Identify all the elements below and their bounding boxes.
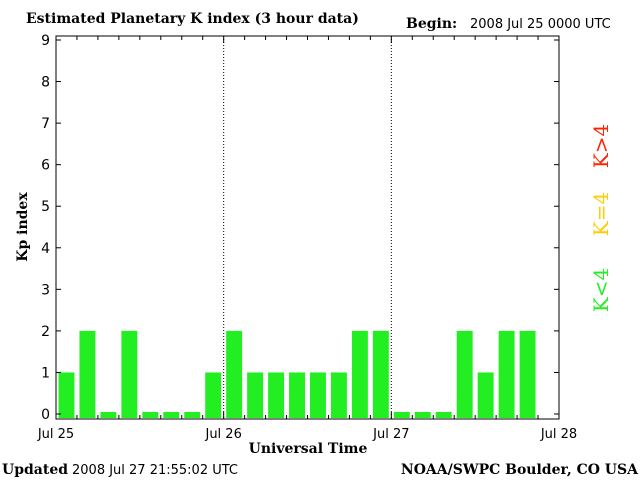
bar-series [58, 330, 536, 418]
x-axis-ticks [55, 36, 560, 419]
y-axis-label: Kp index [15, 192, 31, 262]
x-tick-label: Jul 28 [540, 427, 577, 442]
kp-bar [393, 412, 410, 418]
x-tick-label: Jul 26 [204, 427, 241, 442]
kp-bar [435, 412, 452, 418]
kp-bar [456, 330, 473, 418]
kp-bar [142, 412, 159, 418]
updated-value: 2008 Jul 27 21:55:02 UTC [72, 463, 238, 478]
kp-bar [519, 330, 536, 418]
kp-bar [247, 372, 264, 418]
begin-value: 2008 Jul 25 0000 UTC [470, 17, 611, 32]
y-tick-label: 6 [41, 158, 50, 174]
kp-bar [79, 330, 96, 418]
updated-label: Updated [2, 462, 68, 478]
kp-bar [351, 330, 368, 418]
begin-label: Begin: [406, 16, 457, 32]
kp-bar [310, 372, 326, 418]
kp-bar [163, 412, 180, 418]
y-axis-ticks [56, 39, 559, 415]
y-tick-label: 8 [41, 75, 50, 91]
y-tick-label: 2 [41, 324, 50, 340]
legend-item-label: K=4 [589, 192, 613, 236]
kp-bar [289, 372, 305, 418]
kp-bar [498, 330, 515, 418]
kp-bar [205, 372, 222, 418]
chart-title: Estimated Planetary K index (3 hour data… [26, 11, 359, 27]
legend-item-label: K>4 [589, 124, 613, 168]
y-tick-label: 9 [41, 33, 50, 49]
y-tick-label: 4 [41, 241, 50, 257]
y-tick-label: 7 [41, 116, 50, 132]
kp-bar [372, 330, 389, 418]
x-axis-tick-labels: Jul 25 Jul 26 Jul 27 Jul 28 [37, 427, 577, 442]
kp-bar [330, 372, 347, 418]
y-axis-tick-labels: 0 1 2 3 4 5 6 7 8 9 [41, 33, 50, 423]
kp-bar [268, 372, 285, 418]
kp-bar [184, 412, 201, 418]
x-tick-label: Jul 25 [37, 427, 74, 442]
y-tick-label: 0 [41, 407, 50, 423]
source-credit: NOAA/SWPC Boulder, CO USA [401, 462, 639, 478]
kp-bar [58, 372, 75, 418]
y-tick-label: 5 [41, 199, 50, 215]
y-tick-label: 1 [41, 365, 50, 381]
y-tick-label: 3 [41, 282, 50, 298]
x-tick-label: Jul 27 [372, 427, 409, 442]
day-separators [223, 36, 392, 419]
legend: K<4 K=4 K>4 [589, 124, 613, 312]
kp-bar [477, 372, 494, 418]
kp-bar [414, 412, 431, 418]
kp-bar [100, 412, 117, 418]
kp-bar [226, 330, 243, 418]
kp-bar [121, 330, 138, 418]
legend-item-label: K<4 [589, 268, 613, 312]
x-axis-label: Universal Time [249, 441, 368, 457]
